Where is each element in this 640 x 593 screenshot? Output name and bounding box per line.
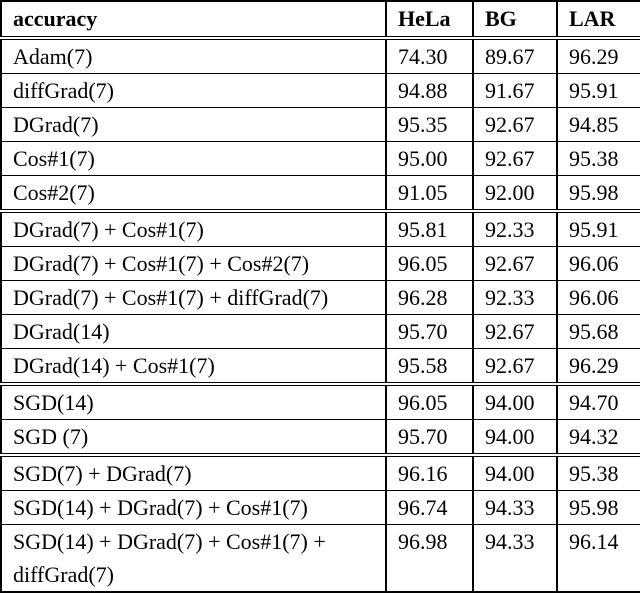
value-cell: 95.91 xyxy=(556,73,640,108)
value-cell: 95.70 xyxy=(385,314,474,349)
value-cell: 96.05 xyxy=(385,382,474,420)
value-cell: 74.30 xyxy=(385,37,474,74)
table-row: DGrad(7) + Cos#1(7) + diffGrad(7) 96.28 … xyxy=(0,280,640,315)
value-cell: 95.70 xyxy=(385,419,474,456)
value-cell: 92.67 xyxy=(472,314,558,349)
header-cell-bg: BG xyxy=(472,0,558,40)
method-cell: DGrad(7) + Cos#1(7) + Cos#2(7) xyxy=(0,246,387,281)
value-cell: 92.33 xyxy=(472,209,558,247)
value-cell: 92.67 xyxy=(472,107,558,142)
value-cell: 96.06 xyxy=(556,246,640,281)
value-cell: 94.33 xyxy=(472,524,558,593)
value-cell: 96.29 xyxy=(556,348,640,385)
table-row: SGD(7) + DGrad(7) 96.16 94.00 95.38 xyxy=(0,453,640,491)
value-cell: 92.67 xyxy=(472,348,558,385)
value-cell: 94.33 xyxy=(472,490,558,525)
value-cell: 91.67 xyxy=(472,73,558,108)
method-cell: SGD(14) xyxy=(0,382,387,420)
value-cell: 95.98 xyxy=(556,175,640,212)
value-cell: 96.74 xyxy=(385,490,474,525)
method-cell: DGrad(7) xyxy=(0,107,387,142)
method-cell: DGrad(14) + Cos#1(7) xyxy=(0,348,387,385)
table-row: Cos#1(7) 95.00 92.67 95.38 xyxy=(0,141,640,176)
table-row: SGD(14) + DGrad(7) + Cos#1(7) 96.74 94.3… xyxy=(0,490,640,525)
value-cell: 92.33 xyxy=(472,280,558,315)
value-cell: 96.29 xyxy=(556,37,640,74)
header-cell-hela: HeLa xyxy=(385,0,474,40)
header-cell-accuracy: accuracy xyxy=(0,0,387,40)
table-row: SGD(14) 96.05 94.00 94.70 xyxy=(0,382,640,420)
table-row: DGrad(7) 95.35 92.67 94.85 xyxy=(0,107,640,142)
method-cell: Cos#1(7) xyxy=(0,141,387,176)
table-row: Cos#2(7) 91.05 92.00 95.98 xyxy=(0,175,640,212)
value-cell: 96.98 xyxy=(385,524,474,593)
value-cell: 95.68 xyxy=(556,314,640,349)
method-cell: diffGrad(7) xyxy=(0,73,387,108)
value-cell: 95.38 xyxy=(556,453,640,491)
value-cell: 94.70 xyxy=(556,382,640,420)
value-cell: 95.35 xyxy=(385,107,474,142)
table-row: SGD(14) + DGrad(7) + Cos#1(7) + diffGrad… xyxy=(0,524,640,593)
value-cell: 96.06 xyxy=(556,280,640,315)
value-cell: 92.67 xyxy=(472,246,558,281)
method-cell: DGrad(14) xyxy=(0,314,387,349)
value-cell: 92.67 xyxy=(472,141,558,176)
value-cell: 94.00 xyxy=(472,453,558,491)
value-cell: 94.88 xyxy=(385,73,474,108)
value-cell: 96.14 xyxy=(556,524,640,593)
method-cell: DGrad(7) + Cos#1(7) xyxy=(0,209,387,247)
method-cell: SGD(7) + DGrad(7) xyxy=(0,453,387,491)
method-cell: SGD (7) xyxy=(0,419,387,456)
value-cell: 95.58 xyxy=(385,348,474,385)
value-cell: 89.67 xyxy=(472,37,558,74)
table-row: SGD (7) 95.70 94.00 94.32 xyxy=(0,419,640,456)
value-cell: 95.00 xyxy=(385,141,474,176)
method-cell: Cos#2(7) xyxy=(0,175,387,212)
value-cell: 91.05 xyxy=(385,175,474,212)
table-row: DGrad(14) 95.70 92.67 95.68 xyxy=(0,314,640,349)
value-cell: 95.81 xyxy=(385,209,474,247)
value-cell: 95.91 xyxy=(556,209,640,247)
method-cell: SGD(14) + DGrad(7) + Cos#1(7) + diffGrad… xyxy=(0,524,387,593)
value-cell: 94.85 xyxy=(556,107,640,142)
table-row: Adam(7) 74.30 89.67 96.29 xyxy=(0,37,640,74)
header-row: accuracy HeLa BG LAR xyxy=(0,0,640,40)
header-cell-lar: LAR xyxy=(556,0,640,40)
value-cell: 96.16 xyxy=(385,453,474,491)
table-row: DGrad(7) + Cos#1(7) 95.81 92.33 95.91 xyxy=(0,209,640,247)
value-cell: 92.00 xyxy=(472,175,558,212)
value-cell: 94.00 xyxy=(472,419,558,456)
value-cell: 94.00 xyxy=(472,382,558,420)
value-cell: 96.28 xyxy=(385,280,474,315)
value-cell: 96.05 xyxy=(385,246,474,281)
value-cell: 95.98 xyxy=(556,490,640,525)
table-row: DGrad(14) + Cos#1(7) 95.58 92.67 96.29 xyxy=(0,348,640,385)
method-cell: SGD(14) + DGrad(7) + Cos#1(7) xyxy=(0,490,387,525)
method-cell: DGrad(7) + Cos#1(7) + diffGrad(7) xyxy=(0,280,387,315)
value-cell: 95.38 xyxy=(556,141,640,176)
table-row: DGrad(7) + Cos#1(7) + Cos#2(7) 96.05 92.… xyxy=(0,246,640,281)
table-row: diffGrad(7) 94.88 91.67 95.91 xyxy=(0,73,640,108)
value-cell: 94.32 xyxy=(556,419,640,456)
method-cell: Adam(7) xyxy=(0,37,387,74)
